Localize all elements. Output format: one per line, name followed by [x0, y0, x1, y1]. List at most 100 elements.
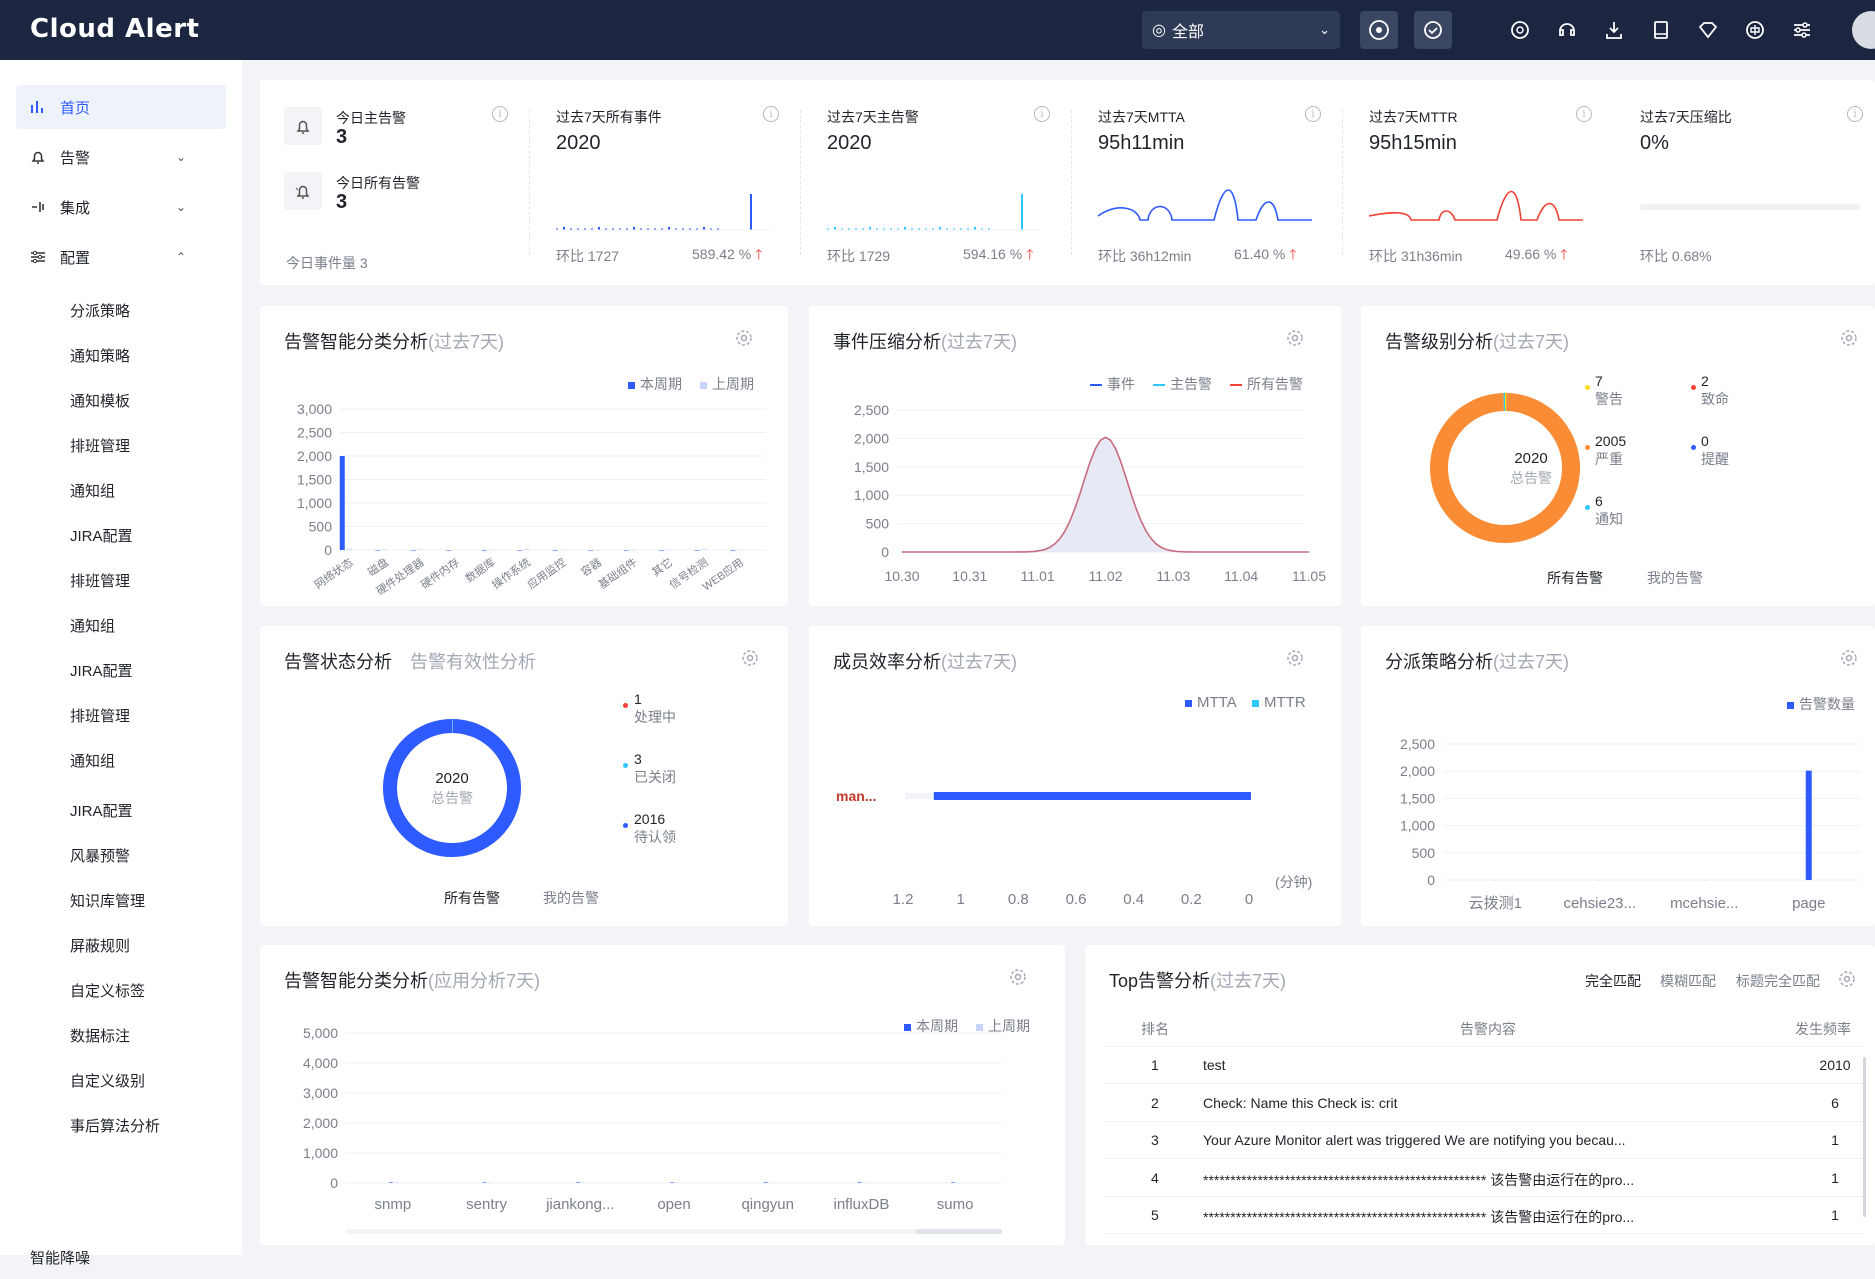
sidebar-item-home[interactable]: 首页 — [16, 85, 226, 129]
info-icon[interactable]: i — [1576, 106, 1592, 122]
x-tick: 其它 — [649, 555, 675, 579]
sidebar-subitem[interactable]: JIRA配置 — [70, 800, 133, 821]
y-tick: 1,000 — [854, 487, 889, 503]
bar — [488, 1182, 492, 1183]
info-icon[interactable]: i — [1847, 106, 1863, 122]
info-icon[interactable]: i — [1305, 106, 1321, 122]
x-tick: influxDB — [833, 1196, 889, 1213]
info-icon[interactable]: i — [1034, 106, 1050, 122]
progress-track — [1640, 204, 1860, 210]
x-tick: 0.4 — [1123, 891, 1144, 908]
bar — [595, 550, 600, 551]
info-icon[interactable]: i — [492, 106, 508, 122]
bar — [1701, 880, 1707, 881]
diamond-icon[interactable] — [1695, 17, 1721, 43]
app-title: Cloud Alert — [30, 14, 199, 44]
x-tick: page — [1792, 895, 1825, 912]
status-donut — [260, 626, 788, 926]
bar — [769, 1182, 773, 1183]
stat-title: 过去7天MTTR — [1369, 107, 1458, 127]
sidebar-subitem[interactable]: JIRA配置 — [70, 660, 133, 681]
ai-icon[interactable] — [1507, 17, 1533, 43]
stat-title: 过去7天MTTA — [1098, 107, 1185, 127]
language-icon[interactable] — [1742, 17, 1768, 43]
sidebar-subitem[interactable]: 风暴预警 — [70, 845, 130, 866]
tab-all-alerts[interactable]: 所有告警 — [444, 888, 500, 908]
donut-center-label: 总告警 — [392, 788, 512, 808]
sidebar-subitem[interactable]: 排班管理 — [70, 435, 130, 456]
x-tick: 11.03 — [1156, 568, 1190, 584]
bar — [418, 549, 423, 550]
legend-dot — [623, 763, 628, 768]
settings-sliders-icon[interactable] — [1789, 17, 1815, 43]
y-tick: 1,000 — [1400, 818, 1435, 834]
sidebar-subitem[interactable]: 自定义级别 — [70, 1070, 145, 1091]
sidebar-subitem[interactable]: 通知模板 — [70, 390, 130, 411]
stat-title: 过去7天所有事件 — [556, 107, 662, 127]
avatar[interactable] — [1852, 11, 1875, 49]
y-tick: 3,000 — [303, 1085, 338, 1101]
sidebar-item-label: 集成 — [60, 197, 90, 218]
tab-my-alerts[interactable]: 我的告警 — [543, 888, 599, 908]
sidebar-subitem[interactable]: 事后算法分析 — [70, 1115, 160, 1136]
scroll-track — [346, 1229, 1002, 1234]
tab-all-alerts[interactable]: 所有告警 — [1547, 568, 1603, 588]
view-toggle-button[interactable] — [1360, 11, 1398, 49]
sidebar-item-integration[interactable]: 集成 ⌄ — [16, 185, 226, 229]
bar — [631, 550, 636, 551]
scope-select[interactable]: ◎ 全部 ⌄ — [1142, 11, 1340, 49]
x-tick: 0.2 — [1181, 891, 1202, 908]
refresh-button[interactable] — [1414, 11, 1452, 49]
y-tick: 5,000 — [303, 1025, 338, 1041]
sidebar-subitem[interactable]: 排班管理 — [70, 705, 130, 726]
sparkline — [1369, 172, 1589, 232]
sidebar-item-alerts[interactable]: 告警 ⌄ — [16, 135, 226, 179]
sidebar-item-denoise[interactable]: 智能降噪 — [16, 1235, 226, 1279]
sidebar-item-label: 智能降噪 — [30, 1247, 90, 1268]
sidebar-subitem[interactable]: 通知策略 — [70, 345, 130, 366]
sidebar-subitem[interactable]: 分派策略 — [70, 300, 130, 321]
x-tick: 容器 — [578, 555, 604, 579]
mode-exact[interactable]: 完全匹配 — [1585, 971, 1641, 991]
mode-fuzzy[interactable]: 模糊匹配 — [1660, 971, 1716, 991]
y-tick: 3,000 — [297, 401, 332, 417]
book-icon[interactable] — [1648, 17, 1674, 43]
tab-my-alerts[interactable]: 我的告警 — [1647, 568, 1703, 588]
sidebar-subitem[interactable]: 数据标注 — [70, 1025, 130, 1046]
support-icon[interactable] — [1554, 17, 1580, 43]
table-row[interactable]: 4***************************************… — [1105, 1160, 1865, 1197]
sidebar-subitem[interactable]: 屏蔽规则 — [70, 935, 130, 956]
info-icon[interactable]: i — [763, 106, 779, 122]
download-icon[interactable] — [1601, 17, 1627, 43]
bar — [394, 1182, 398, 1183]
sidebar-subitem[interactable]: 通知组 — [70, 615, 115, 636]
sidebar-subitem[interactable]: 自定义标签 — [70, 980, 145, 1001]
scrollbar[interactable] — [1863, 1057, 1866, 1217]
sidebar-subitem[interactable]: 知识库管理 — [70, 890, 145, 911]
mode-title-exact[interactable]: 标题完全匹配 — [1736, 971, 1820, 991]
bar — [517, 550, 522, 551]
sidebar-item-config[interactable]: 配置 ⌃ — [16, 235, 226, 279]
donut-center-value: 2020 — [1471, 450, 1591, 467]
sidebar-subitem[interactable]: JIRA配置 — [70, 525, 133, 546]
bar — [483, 1182, 487, 1183]
x-tick: 10.30 — [884, 568, 919, 584]
sidebar-subitem[interactable]: 排班管理 — [70, 570, 130, 591]
table-row[interactable]: 5***************************************… — [1105, 1197, 1865, 1234]
x-tick: 11.01 — [1021, 568, 1055, 584]
sidebar-subitem[interactable]: 通知组 — [70, 480, 115, 501]
sidebar-subitem[interactable]: 通知组 — [70, 750, 115, 771]
refresh-icon — [1422, 19, 1444, 41]
